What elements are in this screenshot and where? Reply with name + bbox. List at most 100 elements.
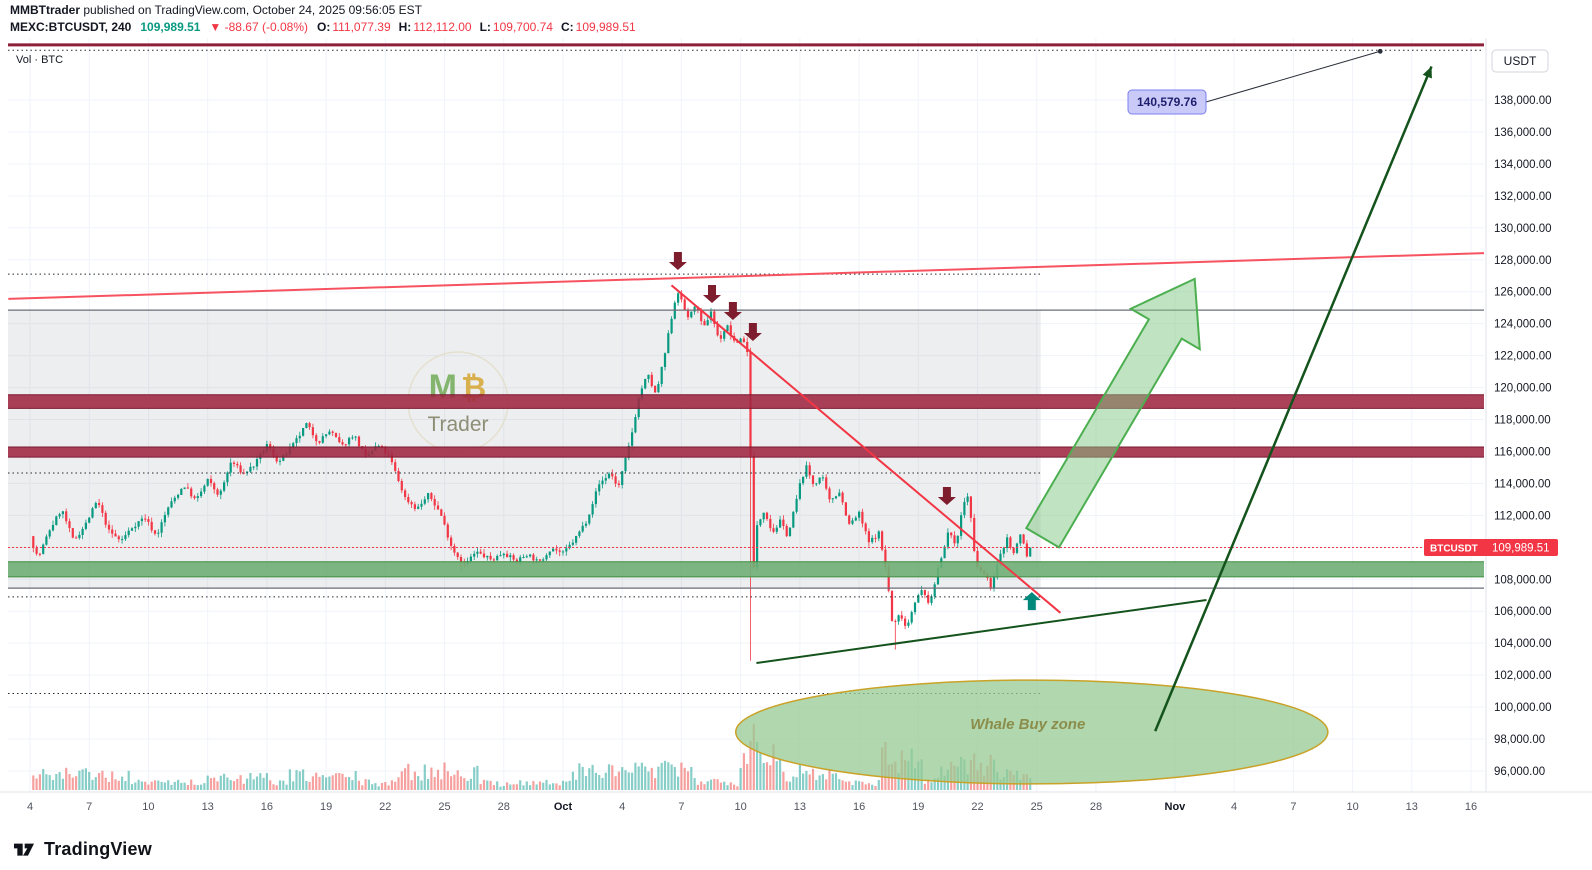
price-tick-label: 136,000.00 [1494, 127, 1552, 139]
watermark-trader-text: Trader [427, 413, 488, 436]
price-tick-label: 116,000.00 [1494, 447, 1551, 459]
big-green-arrow[interactable] [1024, 277, 1201, 549]
high-value: 112,112.00 [413, 20, 472, 34]
time-tick-day: 10 [142, 801, 154, 813]
time-tick-day: 10 [734, 801, 746, 813]
volume-legend: Vol · BTC [16, 54, 63, 66]
price-tick-label: 128,000.00 [1494, 255, 1552, 267]
price-tick-label: 96,000.00 [1494, 766, 1545, 778]
price-tick-label: 132,000.00 [1494, 191, 1552, 203]
time-tick-day: 16 [261, 801, 273, 813]
symbol-bar: MEXC:BTCUSDT, 240 109,989.51 ▼ -88.67 (-… [10, 20, 642, 34]
lower-high-arrow-marker[interactable] [703, 285, 721, 303]
price-tick-label: 114,000.00 [1494, 478, 1551, 490]
whale-buy-zone-label: Whale Buy zone [970, 716, 1085, 733]
time-tick-day: 16 [853, 801, 865, 813]
time-tick-day: 22 [971, 801, 983, 813]
price-tick-label: 130,000.00 [1494, 223, 1552, 235]
lower-high-markers [668, 252, 956, 505]
ascending-resistance[interactable] [8, 252, 1485, 300]
time-tick-day: 22 [379, 801, 391, 813]
time-tick-day: 13 [794, 801, 806, 813]
close-label: C: [560, 20, 574, 34]
price-tick-label: 122,000.00 [1494, 351, 1552, 363]
time-axis[interactable]: 4 7 10 13 16 19 22 25 28 Oct 4 7 10 13 16 19 22 25 28 Nov 4 7… [0, 791, 1592, 813]
time-tick-day: 28 [498, 801, 510, 813]
time-tick-day: 4 [27, 801, 33, 813]
time-tick-day: 7 [1290, 801, 1296, 813]
horizontal-levels [8, 43, 1484, 694]
open-value: 111,077.39 [332, 20, 391, 34]
price-target-callout: 140,579.76 [1127, 48, 1383, 115]
ascending-support[interactable] [756, 599, 1207, 664]
low-label: L: [479, 20, 491, 34]
open-label: O: [317, 20, 331, 34]
publisher-line: MMBTtrader published on TradingView.com,… [10, 3, 422, 17]
lower-high-arrow-marker[interactable] [743, 323, 762, 341]
price-tick-label: 112,000.00 [1494, 510, 1551, 522]
time-tick-day: 19 [320, 801, 332, 813]
target-price-text: 140,579.76 [1137, 95, 1197, 109]
publisher-rest: published on TradingView.com, October 24… [80, 3, 423, 17]
demand-zone [8, 561, 1484, 577]
tradingview-footer: TradingView [12, 837, 152, 861]
symbol-title[interactable]: MEXC:BTCUSDT, 240 [10, 20, 132, 34]
high-label: H: [398, 20, 412, 34]
axis-unit-label: USDT [1504, 54, 1537, 68]
time-tick-day: 13 [1406, 801, 1418, 813]
close-value: 109,989.51 [575, 20, 636, 34]
time-tick-day: 19 [912, 801, 924, 813]
tradingview-logo-icon[interactable] [12, 837, 36, 861]
time-tick-month: Nov [1165, 801, 1187, 813]
descending-trendline[interactable] [670, 284, 1062, 614]
time-tick-day: 10 [1346, 801, 1358, 813]
price-tick-label: 134,000.00 [1494, 159, 1552, 171]
axis-unit-box[interactable] [1491, 49, 1549, 73]
volume-legend-label[interactable]: Vol · BTC [16, 54, 63, 66]
lower-high-arrow-marker[interactable] [723, 302, 742, 320]
trendlines [8, 252, 1485, 664]
price-label-box [1424, 539, 1558, 556]
time-tick-month: Oct [554, 801, 573, 813]
price-tick-label: 106,000.00 [1494, 606, 1552, 618]
price-tick-label: 104,000.00 [1494, 638, 1552, 650]
time-tick-day: 13 [202, 801, 214, 813]
supply-zone-upper [8, 394, 1484, 409]
time-tick-day: 25 [1031, 801, 1043, 813]
time-tick-day: 25 [438, 801, 450, 813]
lower-high-arrow-marker[interactable] [668, 252, 687, 270]
buy-arrow-marker[interactable] [1022, 592, 1041, 611]
price-label-symbol: BTCUSDT [1430, 543, 1478, 554]
low-value: 109,700.74 [492, 20, 553, 34]
tradingview-brand-text[interactable]: TradingView [44, 838, 152, 859]
time-tick-day: 28 [1090, 801, 1102, 813]
entry-marker [1022, 592, 1041, 611]
price-tick-label: 120,000.00 [1494, 383, 1552, 395]
lower-high-arrow-marker[interactable] [937, 487, 956, 505]
price-tick-label: 124,000.00 [1494, 319, 1552, 331]
target-price-box[interactable] [1127, 89, 1207, 115]
time-tick-day: 4 [1231, 801, 1237, 813]
time-tick-day: 7 [86, 801, 92, 813]
price-tick-label: 138,000.00 [1494, 95, 1552, 107]
breakout-projection-arrow [1024, 277, 1201, 549]
price-axis[interactable]: 138,000.00 136,000.00 134,000.00 132,000.00… [1485, 38, 1592, 792]
supply-zone-lower [8, 447, 1484, 458]
price-tick-label: 102,000.00 [1494, 670, 1552, 682]
ohlc-open: O: 111,077.39 H: 112,112.00 L: 109,700.7… [317, 20, 642, 34]
price-tick-label: 98,000.00 [1494, 734, 1545, 746]
price-tick-label: 118,000.00 [1494, 415, 1551, 427]
last-price: 109,989.51 [140, 20, 201, 34]
current-price-label: BTCUSDT 109,989.51 [1424, 539, 1558, 556]
time-tick-day: 16 [1465, 801, 1477, 813]
price-change: ▼ -88.67 (-0.08%) [209, 20, 309, 34]
time-tick-day: 7 [678, 801, 684, 813]
price-tick-label: 126,000.00 [1494, 287, 1552, 299]
price-tick-label: 108,000.00 [1494, 574, 1552, 586]
price-tick-label: 100,000.00 [1494, 702, 1552, 714]
whale-target-arrow [1154, 66, 1433, 732]
publisher-name: MMBTtrader [10, 3, 81, 17]
time-tick-day: 4 [619, 801, 625, 813]
whale-zone-ellipse: Whale Buy zone [734, 679, 1329, 785]
